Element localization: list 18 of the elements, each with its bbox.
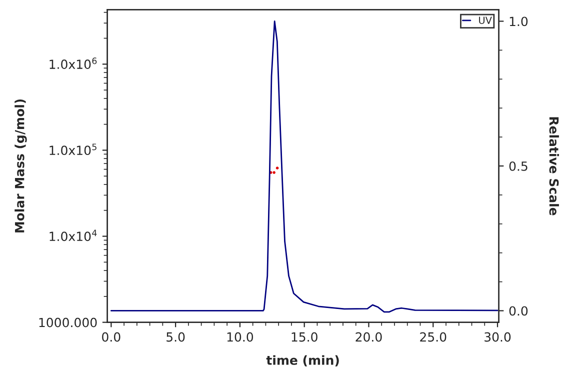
y-tick-label: 1000.000 — [39, 318, 97, 328]
y-axis-title: Molar Mass (g/mol) — [14, 99, 27, 232]
x-tick-label: 20.0 — [356, 332, 382, 342]
x-axis-title: time (min) — [266, 355, 339, 366]
x-tick-label: 10.0 — [227, 332, 254, 342]
y2-tick-label: 0.0 — [509, 306, 528, 316]
y-tick-label: 1.0x10$^{6}$ — [50, 58, 97, 69]
x-tick-label: 5.0 — [166, 332, 185, 342]
y2-tick-label: 0.5 — [509, 161, 528, 171]
x-tick-label: 25.0 — [420, 332, 446, 342]
legend-label: UV — [479, 16, 492, 24]
x-tick-label: 15.0 — [292, 332, 318, 342]
x-tick-label: 0.0 — [102, 332, 120, 342]
y2-axis-title: Relative Scale — [549, 117, 559, 216]
y-tick-label: 1.0x10$^{4}$ — [50, 230, 97, 242]
y-tick-label: 1.0x10$^{5}$ — [50, 144, 96, 156]
x-tick-label: 30.0 — [484, 332, 511, 342]
y2-tick-label: 1.0 — [510, 16, 528, 26]
